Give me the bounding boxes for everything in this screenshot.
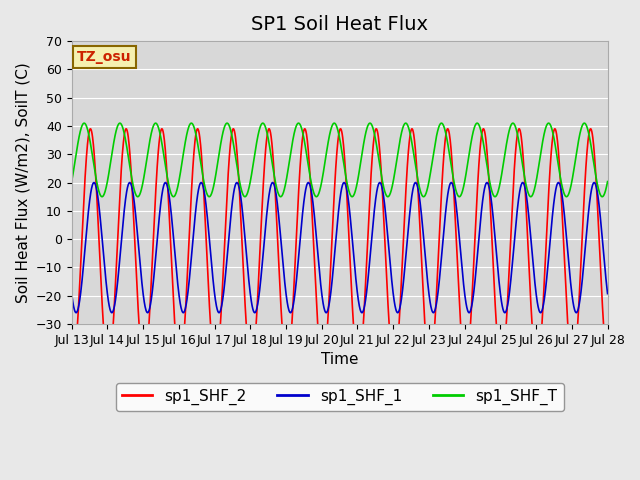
sp1_SHF_1 xyxy=(588,183,596,189)
sp1_SHF_1 xyxy=(588,184,596,190)
sp1_SHF_2 xyxy=(426,363,434,369)
Legend: sp1_SHF_2, sp1_SHF_1, sp1_SHF_T: sp1_SHF_2, sp1_SHF_1, sp1_SHF_T xyxy=(116,383,564,411)
sp1_SHF_1 xyxy=(68,291,76,297)
sp1_SHF_T xyxy=(68,179,76,184)
sp1_SHF_T xyxy=(490,193,498,199)
sp1_SHF_2 xyxy=(95,238,103,243)
sp1_SHF_2 xyxy=(314,331,322,336)
sp1_SHF_T xyxy=(598,194,606,200)
sp1_SHF_2 xyxy=(588,131,596,137)
sp1_SHF_T xyxy=(588,151,596,156)
sp1_SHF_2 xyxy=(604,362,611,368)
sp1_SHF_2 xyxy=(490,282,498,288)
sp1_SHF_1 xyxy=(604,291,611,297)
sp1_SHF_T xyxy=(95,189,103,194)
Line: sp1_SHF_2: sp1_SHF_2 xyxy=(72,129,607,366)
sp1_SHF_T xyxy=(588,149,596,155)
Line: sp1_SHF_T: sp1_SHF_T xyxy=(72,123,607,197)
Title: SP1 Soil Heat Flux: SP1 Soil Heat Flux xyxy=(251,15,428,34)
sp1_SHF_1 xyxy=(590,180,598,185)
sp1_SHF_T xyxy=(314,192,322,198)
sp1_SHF_T xyxy=(329,122,337,128)
sp1_SHF_2 xyxy=(230,126,237,132)
X-axis label: Time: Time xyxy=(321,352,358,367)
sp1_SHF_2 xyxy=(589,133,596,139)
sp1_SHF_2 xyxy=(68,362,76,368)
sp1_SHF_1 xyxy=(329,274,337,280)
Text: TZ_osu: TZ_osu xyxy=(77,50,131,64)
sp1_SHF_T xyxy=(604,179,611,184)
sp1_SHF_2 xyxy=(329,225,337,231)
Line: sp1_SHF_1: sp1_SHF_1 xyxy=(72,182,607,312)
Y-axis label: Soil Heat Flux (W/m2), SoilT (C): Soil Heat Flux (W/m2), SoilT (C) xyxy=(15,62,30,303)
sp1_SHF_1 xyxy=(314,256,322,262)
sp1_SHF_1 xyxy=(490,222,498,228)
sp1_SHF_T xyxy=(259,120,267,126)
sp1_SHF_1 xyxy=(251,310,259,315)
sp1_SHF_1 xyxy=(95,204,103,209)
